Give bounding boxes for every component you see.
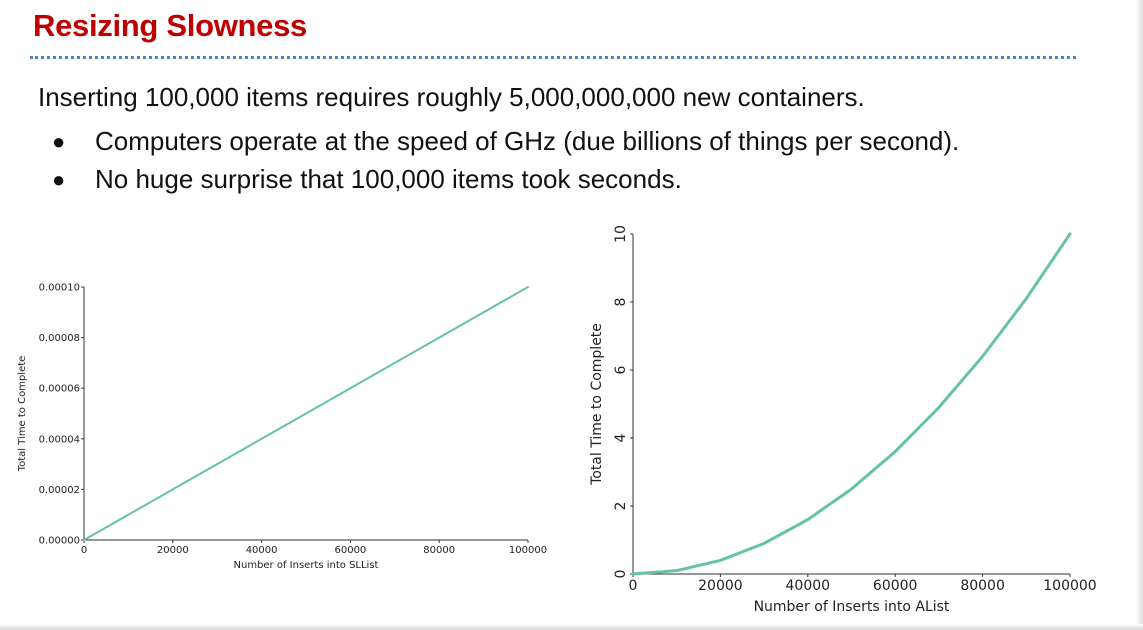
x-tick-label: 20000 (698, 578, 743, 594)
x-axis-label: Number of Inserts into SLList (234, 560, 379, 571)
x-axis-label: Number of Inserts into AList (754, 599, 950, 615)
x-tick-label: 80000 (423, 545, 455, 556)
bullet-list: ● Computers operate at the speed of GHz … (52, 126, 959, 202)
x-tick-label: 100000 (509, 545, 547, 556)
y-tick-label: 0.00000 (39, 536, 80, 547)
title-divider (30, 56, 1076, 59)
y-axis-label: Total Time to Complete (589, 323, 605, 486)
bullet-dot-icon: ● (52, 129, 66, 154)
y-tick-label: 0 (613, 570, 629, 579)
x-tick-label: 80000 (960, 578, 1005, 594)
x-tick-label: 100000 (1043, 578, 1096, 594)
bullet-dot-icon: ● (52, 167, 66, 192)
x-tick-label: 40000 (246, 545, 278, 556)
slide-title: Resizing Slowness (33, 8, 307, 43)
y-tick-label: 0.00004 (39, 434, 80, 445)
slide-bottom-shadow (0, 624, 1143, 630)
y-tick-label: 8 (613, 298, 629, 307)
x-tick-label: 0 (629, 578, 638, 594)
bullet-text: Computers operate at the speed of GHz (d… (95, 126, 960, 156)
bullet-text: No huge surprise that 100,000 items took… (95, 164, 682, 194)
series-line (631, 232, 1072, 576)
x-tick-label: 20000 (157, 545, 189, 556)
y-tick-label: 0.00008 (39, 333, 80, 344)
y-axis-label: Total Time to Complete (17, 356, 28, 473)
y-tick-label: 0.00002 (39, 485, 80, 496)
bullet-item: ● Computers operate at the speed of GHz … (52, 126, 959, 164)
y-tick-label: 6 (613, 365, 629, 374)
slide-edge-shadow (1136, 0, 1143, 630)
x-tick-label: 60000 (334, 545, 366, 556)
y-tick-label: 0.00006 (39, 384, 80, 395)
x-tick-label: 60000 (873, 578, 918, 594)
y-tick-label: 10 (613, 225, 629, 243)
y-tick-label: 0.00010 (39, 283, 80, 294)
x-tick-label: 40000 (786, 578, 831, 594)
intro-text: Inserting 100,000 items requires roughly… (38, 82, 865, 112)
bullet-item: ● No huge surprise that 100,000 items to… (52, 164, 959, 202)
y-tick-label: 2 (613, 502, 629, 511)
series-line (83, 286, 529, 541)
y-tick-label: 4 (613, 433, 629, 442)
x-tick-label: 0 (81, 545, 87, 556)
